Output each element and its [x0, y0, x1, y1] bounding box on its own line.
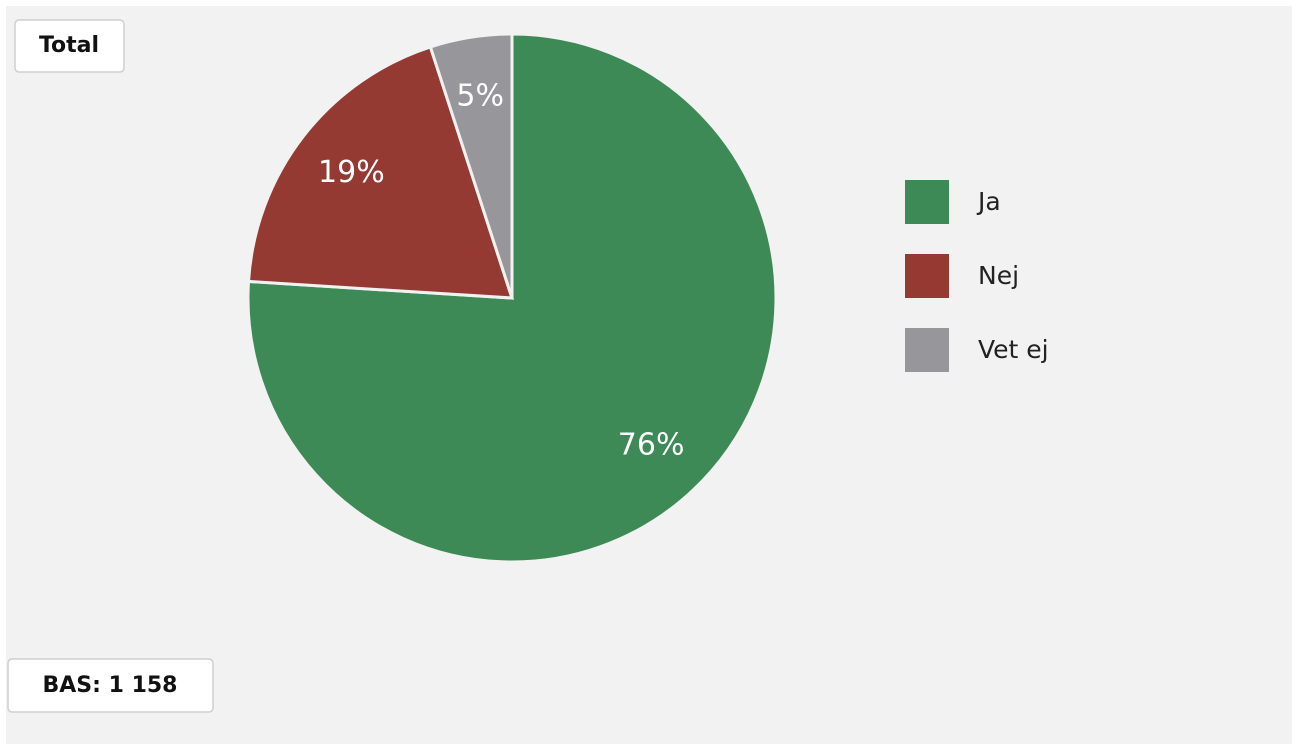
slice-label: 5% [456, 79, 504, 114]
legend-swatch [905, 254, 949, 298]
legend-label: Nej [978, 261, 1019, 290]
legend-label: Vet ej [978, 335, 1049, 364]
chart-title: Total [39, 33, 99, 58]
legend-swatch [905, 328, 949, 372]
pie-slice [428, 32, 514, 299]
title-box [14, 19, 125, 73]
legend-swatch [905, 180, 949, 224]
pie-slice [246, 45, 515, 300]
base-note: BAS: 1 158 [43, 673, 178, 698]
slice-label: 76% [618, 428, 685, 463]
slice-label: 19% [318, 155, 385, 190]
legend-label: Ja [976, 187, 1001, 216]
note-box [7, 658, 214, 713]
